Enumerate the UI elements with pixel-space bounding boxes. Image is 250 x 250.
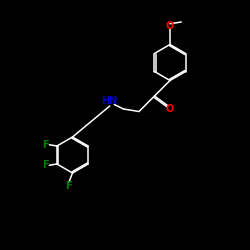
Text: HN: HN	[102, 96, 118, 106]
Text: F: F	[42, 140, 48, 150]
Text: F: F	[66, 181, 72, 191]
Text: F: F	[42, 160, 48, 170]
Text: O: O	[166, 21, 174, 31]
Text: O: O	[166, 104, 174, 114]
